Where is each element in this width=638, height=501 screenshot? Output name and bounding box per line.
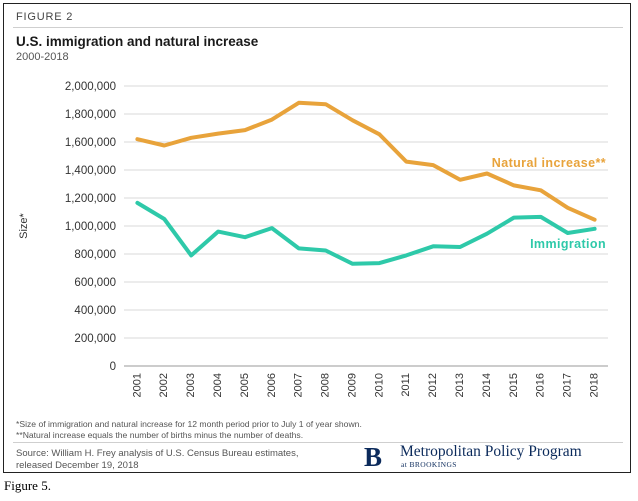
footnote-natural-increase: **Natural increase equals the number of … bbox=[16, 430, 304, 440]
x-tick-label: 2003 bbox=[185, 373, 197, 397]
y-tick-label: 800,000 bbox=[74, 249, 116, 261]
y-axis-label: Size* bbox=[18, 212, 30, 238]
y-tick-label: 400,000 bbox=[74, 305, 116, 317]
top-rule bbox=[13, 27, 623, 28]
x-tick-label: 2016 bbox=[535, 373, 547, 397]
x-tick-label: 2013 bbox=[454, 373, 466, 397]
series-line-immigration bbox=[135, 200, 597, 266]
chart-subtitle: 2000-2018 bbox=[16, 51, 69, 63]
chart-title: U.S. immigration and natural increase bbox=[16, 34, 259, 49]
series-line-natural-increase bbox=[135, 100, 597, 222]
y-tick-label: 1,600,000 bbox=[65, 137, 116, 149]
footnote-size: *Size of immigration and natural increas… bbox=[16, 419, 362, 429]
figure-caption: Figure 5. bbox=[4, 478, 51, 493]
x-tick-label: 2008 bbox=[320, 373, 332, 397]
x-tick-label: 2018 bbox=[588, 373, 600, 397]
x-tick-label: 2004 bbox=[212, 373, 224, 397]
y-tick-label: 1,800,000 bbox=[65, 109, 116, 121]
x-tick-label: 2011 bbox=[400, 373, 412, 397]
bottom-rule bbox=[13, 442, 623, 443]
x-tick-label: 2007 bbox=[293, 373, 305, 397]
logo-letter: B bbox=[364, 442, 383, 472]
y-tick-label: 2,000,000 bbox=[65, 81, 116, 93]
series-label-immigration: Immigration bbox=[530, 237, 606, 251]
line-chart: 0 200,000 400,000 600,000 800,000 1,000,000 1,… bbox=[18, 81, 608, 397]
source-text: Source: William H. Frey analysis of U.S.… bbox=[16, 448, 299, 471]
x-tick-label: 2005 bbox=[239, 373, 251, 397]
figure-frame bbox=[3, 3, 631, 473]
brookings-logo: B Metropolitan Policy Program at BROOKIN… bbox=[364, 441, 626, 472]
y-tick-label: 1,400,000 bbox=[65, 165, 116, 177]
logo-program-name: Metropolitan Policy Program bbox=[400, 443, 582, 460]
x-tick-label: 2014 bbox=[481, 373, 493, 397]
y-tick-label: 0 bbox=[110, 361, 116, 373]
y-tick-label: 1,000,000 bbox=[65, 221, 116, 233]
logo-affiliation: at BROOKINGS bbox=[401, 460, 457, 469]
y-tick-label: 600,000 bbox=[74, 277, 116, 289]
x-tick-label: 2017 bbox=[562, 373, 574, 397]
x-tick-label: 2001 bbox=[131, 373, 143, 397]
x-tick-label: 2010 bbox=[373, 373, 385, 397]
x-tick-label: 2009 bbox=[346, 373, 358, 397]
x-tick-label: 2002 bbox=[158, 373, 170, 397]
y-tick-label: 200,000 bbox=[74, 333, 116, 345]
x-tick-label: 2012 bbox=[427, 373, 439, 397]
figure-label: FIGURE 2 bbox=[16, 11, 74, 23]
x-tick-label: 2006 bbox=[266, 373, 278, 397]
x-tick-label: 2015 bbox=[508, 373, 520, 397]
series-label-natural-increase: Natural increase** bbox=[492, 156, 606, 170]
y-tick-label: 1,200,000 bbox=[65, 193, 116, 205]
